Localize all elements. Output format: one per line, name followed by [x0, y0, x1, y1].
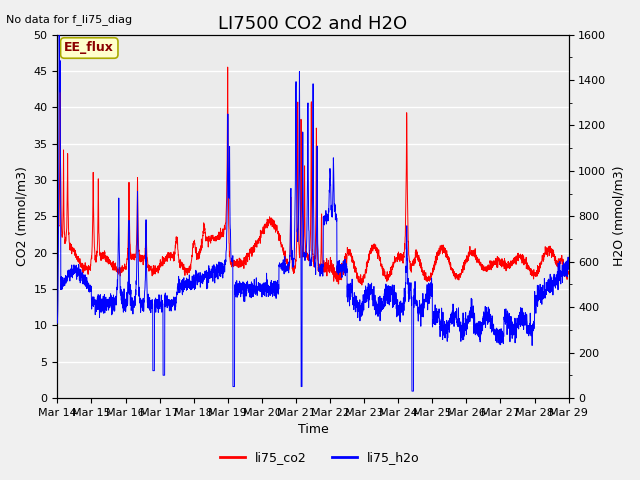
Y-axis label: H2O (mmol/m3): H2O (mmol/m3): [612, 166, 625, 266]
Legend: li75_co2, li75_h2o: li75_co2, li75_h2o: [215, 446, 425, 469]
Title: LI7500 CO2 and H2O: LI7500 CO2 and H2O: [218, 15, 408, 33]
Text: No data for f_li75_diag: No data for f_li75_diag: [6, 14, 132, 25]
Y-axis label: CO2 (mmol/m3): CO2 (mmol/m3): [15, 166, 28, 266]
X-axis label: Time: Time: [298, 423, 328, 436]
Text: EE_flux: EE_flux: [65, 41, 114, 55]
